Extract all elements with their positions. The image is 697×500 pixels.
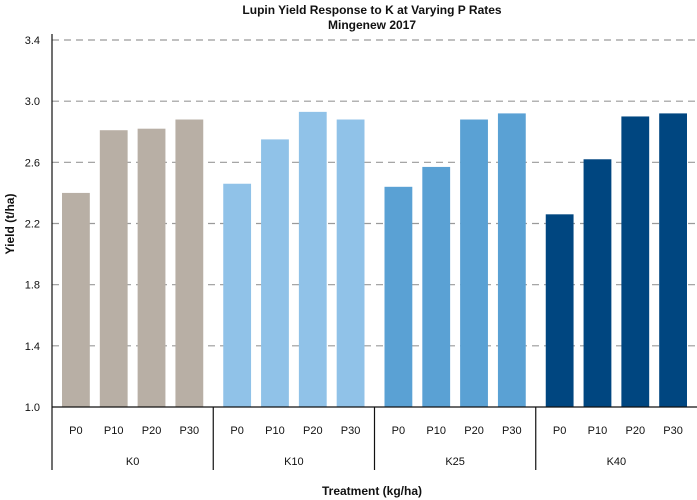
chart-title: Lupin Yield Response to K at Varying P R… (242, 3, 502, 17)
y-tick-label: 1.0 (25, 402, 40, 414)
y-tick-label: 3.0 (25, 96, 40, 108)
x-tick-label: P30 (180, 425, 200, 437)
x-tick-label: P10 (104, 425, 124, 437)
x-axis-title: Treatment (kg/ha) (322, 484, 422, 498)
x-tick-label: P0 (69, 425, 82, 437)
bar (545, 214, 574, 407)
x-tick-label: P0 (230, 425, 243, 437)
x-tick-label: P20 (303, 425, 323, 437)
x-tick-label: P30 (663, 425, 683, 437)
bar (497, 113, 526, 408)
bar (336, 119, 365, 408)
y-tick-label: 1.4 (25, 341, 40, 353)
x-tick-label: P10 (588, 425, 608, 437)
chart-subtitle: Mingenew 2017 (328, 18, 416, 32)
group-label: K40 (607, 456, 627, 468)
bar (99, 130, 128, 408)
x-tick-label: P20 (464, 425, 484, 437)
category-labels: P0 P10 P20 P30 K0 P0 P10 P20 P30 K10 P0 P10 P20 P30 K2… (69, 425, 683, 468)
y-tick-label: 2.6 (25, 157, 40, 169)
bar (583, 159, 612, 407)
bar (62, 192, 90, 407)
bar (621, 116, 650, 407)
axes (51, 34, 697, 470)
x-tick-label: P10 (265, 425, 285, 437)
group-label: K0 (126, 456, 139, 468)
x-tick-label: P10 (426, 425, 446, 437)
x-tick-label: P30 (502, 425, 522, 437)
bar (384, 186, 413, 407)
y-tick-label: 2.2 (25, 219, 40, 231)
bar (137, 128, 166, 408)
group-label: K10 (284, 456, 304, 468)
bar (298, 111, 327, 407)
bar (223, 183, 252, 407)
x-tick-label: P0 (553, 425, 566, 437)
y-tick-label: 3.4 (25, 35, 40, 47)
x-tick-label: P0 (392, 425, 405, 437)
group-label: K25 (445, 456, 465, 468)
x-tick-label: P20 (625, 425, 645, 437)
bar (422, 166, 451, 407)
y-tick-label: 1.8 (25, 280, 40, 292)
x-tick-label: P30 (341, 425, 361, 437)
bar (659, 113, 687, 408)
bar (175, 119, 204, 408)
bar (261, 139, 289, 408)
y-tick-labels: 1.0 1.4 1.8 2.2 2.6 3.0 3.4 (25, 35, 40, 414)
x-tick-label: P20 (142, 425, 162, 437)
bar (460, 119, 488, 408)
bars (62, 111, 687, 408)
y-axis-title: Yield (t/ha) (3, 194, 17, 255)
